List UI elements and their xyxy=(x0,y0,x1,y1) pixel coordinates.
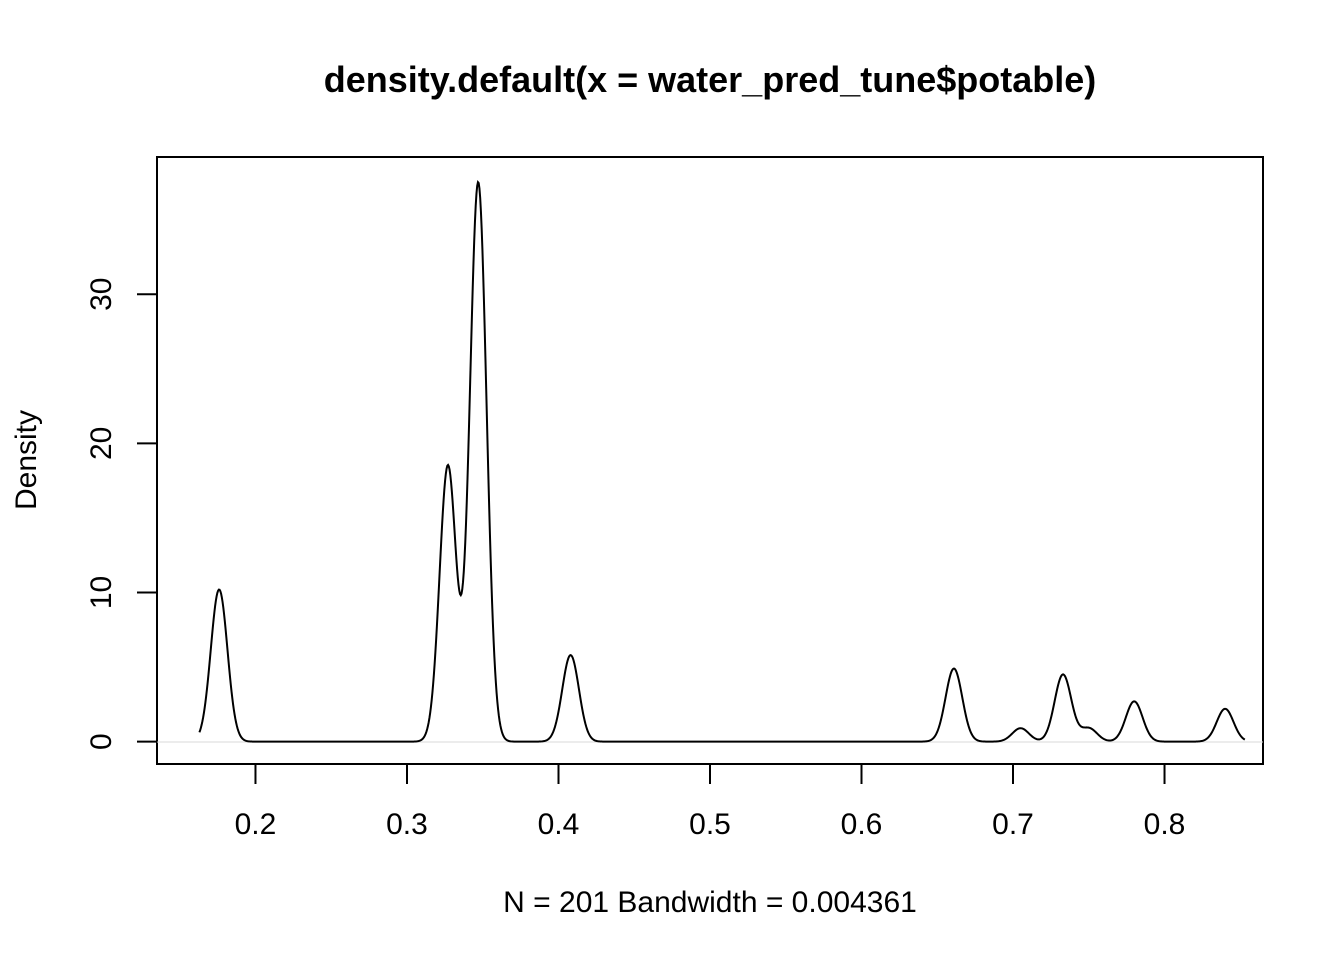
y-tick-label: 30 xyxy=(85,278,118,311)
density-curve xyxy=(198,180,1246,743)
y-tick-label: 0 xyxy=(85,733,118,750)
plot-area xyxy=(156,156,1264,765)
x-tick-label: 0.5 xyxy=(689,808,731,841)
x-tick-label: 0.4 xyxy=(538,808,580,841)
x-tick-label: 0.6 xyxy=(841,808,883,841)
y-axis: 0 10 20 30 xyxy=(85,278,158,750)
x-tick-label: 0.8 xyxy=(1144,808,1186,841)
y-axis-label: Density xyxy=(10,410,43,510)
x-tick-label: 0.2 xyxy=(235,808,277,841)
x-tick-label: 0.7 xyxy=(992,808,1034,841)
x-axis-label: N = 201 Bandwidth = 0.004361 xyxy=(503,886,917,919)
chart-title: density.default(x = water_pred_tune$pota… xyxy=(324,59,1097,100)
y-tick-label: 10 xyxy=(85,576,118,609)
y-tick-label: 20 xyxy=(85,427,118,460)
x-axis: 0.2 0.3 0.4 0.5 0.6 0.7 0.8 xyxy=(235,763,1186,841)
x-tick-label: 0.3 xyxy=(386,808,428,841)
